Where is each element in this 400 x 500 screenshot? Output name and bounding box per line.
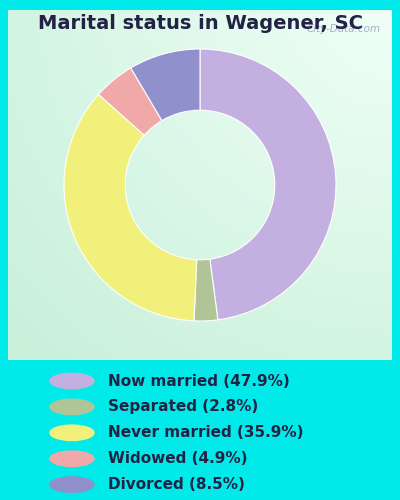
- Wedge shape: [64, 94, 197, 321]
- Text: Marital status in Wagener, SC: Marital status in Wagener, SC: [38, 14, 362, 33]
- Wedge shape: [200, 49, 336, 320]
- Text: Never married (35.9%): Never married (35.9%): [108, 426, 304, 440]
- Circle shape: [50, 399, 94, 414]
- Wedge shape: [98, 68, 162, 135]
- Text: Now married (47.9%): Now married (47.9%): [108, 374, 290, 388]
- Circle shape: [50, 425, 94, 440]
- Text: City-Data.com: City-Data.com: [306, 24, 380, 34]
- Text: Divorced (8.5%): Divorced (8.5%): [108, 477, 245, 492]
- Circle shape: [50, 451, 94, 466]
- Circle shape: [50, 374, 94, 388]
- Wedge shape: [194, 259, 218, 321]
- Circle shape: [50, 477, 94, 492]
- Text: Separated (2.8%): Separated (2.8%): [108, 400, 258, 414]
- Wedge shape: [131, 49, 200, 120]
- Text: Widowed (4.9%): Widowed (4.9%): [108, 451, 248, 466]
